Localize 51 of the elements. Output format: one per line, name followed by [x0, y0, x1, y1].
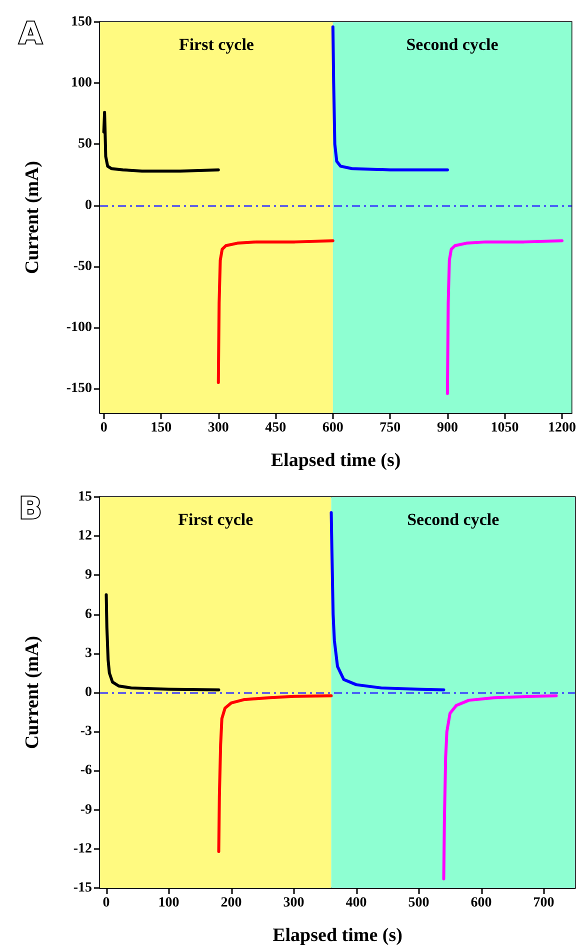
y-tick-label: 100	[71, 76, 92, 91]
x-tick-label: 0	[102, 896, 110, 910]
x-tick-label: 100	[158, 896, 180, 910]
y-axis-title: Current (mA)	[22, 636, 43, 750]
x-tick-label: 300	[208, 420, 229, 436]
line-series	[442, 694, 558, 880]
line-series	[102, 110, 220, 173]
x-tick-label: 700	[533, 896, 554, 910]
x-tick-label: 200	[220, 896, 242, 910]
chart-title: B	[19, 492, 42, 526]
y-tick-label: -9	[80, 802, 92, 818]
y-tick-label: 3	[85, 646, 92, 661]
y-tick-label: 0	[85, 685, 92, 700]
y-axis-title: Current (mA)	[22, 160, 43, 274]
y-tick-label: 0	[85, 198, 92, 213]
y-tick-label: 15	[78, 490, 92, 504]
x-tick-label: 150	[150, 420, 172, 436]
y-tick-label: 9	[85, 568, 92, 583]
line-series	[217, 694, 333, 854]
x-tick-label: 600	[470, 896, 492, 910]
x-axis-title: Elapsed time (s)	[272, 925, 402, 946]
x-tick-label: 300	[283, 896, 304, 910]
y-tick-label: 12	[78, 528, 92, 544]
y-tick-label: -12	[73, 841, 92, 856]
y-tick-label: 150	[71, 14, 92, 30]
y-tick-label: -15	[73, 880, 92, 896]
x-tick-label: 500	[408, 896, 430, 910]
line-series	[104, 593, 220, 692]
band-label: First cycle	[178, 35, 254, 54]
x-tick-label: 0	[100, 420, 108, 436]
y-tick-label: -150	[66, 381, 92, 396]
y-tick-label: 6	[85, 606, 92, 622]
y-tick-label: -100	[66, 320, 92, 335]
y-tick-label: -3	[80, 724, 92, 740]
x-tick-label: 750	[380, 420, 401, 436]
x-tick-label: 1200	[548, 420, 576, 436]
y-tick-label: -6	[80, 763, 92, 778]
x-tick-label: 1050	[490, 420, 519, 436]
y-tick-label: -50	[73, 258, 92, 274]
x-tick-label: 900	[436, 420, 458, 436]
band-label: First cycle	[178, 510, 254, 529]
line-series	[446, 239, 564, 395]
x-tick-label: 600	[322, 420, 344, 436]
chart-title: A	[19, 16, 43, 52]
x-tick-label: 450	[265, 420, 286, 436]
line-series	[216, 239, 334, 384]
band-label: Second cycle	[407, 510, 500, 529]
y-tick-label: 50	[78, 136, 92, 152]
x-tick-label: 400	[346, 896, 367, 910]
band-label: Second cycle	[406, 35, 499, 54]
x-axis-title: Elapsed time (s)	[270, 450, 401, 471]
